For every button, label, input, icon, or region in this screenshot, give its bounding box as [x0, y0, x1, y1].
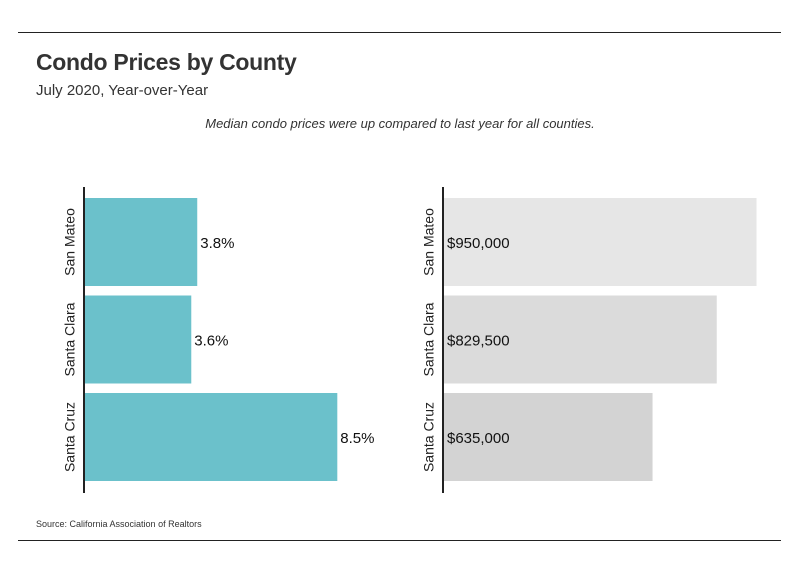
change-bar-san-mateo [84, 198, 198, 286]
change-bar-santa-clara [84, 295, 192, 384]
price-category-label-santa-clara: Santa Clara [421, 302, 437, 376]
price-category-label-santa-cruz: Santa Cruz [421, 402, 437, 472]
price-chart: $950,000 San Mateo $829,500 Santa Clara $635… [421, 187, 757, 493]
chart-note: Median condo prices were up compared to … [205, 116, 595, 131]
price-bar-santa-clara [443, 295, 717, 384]
chart-title: Condo Prices by County [36, 49, 297, 75]
change-chart: 3.8% San Mateo 3.6% Santa Clara 8.5% Santa Cr… [62, 187, 375, 493]
change-category-label-san-mateo: San Mateo [62, 208, 78, 276]
top-rule [18, 32, 781, 33]
price-value-label-santa-cruz: $635,000 [447, 430, 510, 447]
price-bar-san-mateo [443, 198, 757, 286]
change-value-label-santa-cruz: 8.5% [340, 430, 374, 447]
change-value-label-san-mateo: 3.8% [200, 235, 234, 252]
change-bar-santa-cruz [84, 393, 338, 481]
bottom-rule [18, 540, 781, 541]
price-value-label-san-mateo: $950,000 [447, 235, 510, 252]
price-value-label-santa-clara: $829,500 [447, 333, 510, 350]
change-category-label-santa-cruz: Santa Cruz [62, 402, 78, 472]
source-note: Source: California Association of Realto… [36, 519, 202, 529]
chart-subtitle: July 2020, Year-over-Year [36, 82, 209, 99]
price-bar-santa-cruz [443, 393, 653, 481]
price-category-label-san-mateo: San Mateo [421, 208, 437, 276]
change-value-label-santa-clara: 3.6% [194, 333, 228, 350]
change-category-label-santa-clara: Santa Clara [62, 302, 78, 376]
